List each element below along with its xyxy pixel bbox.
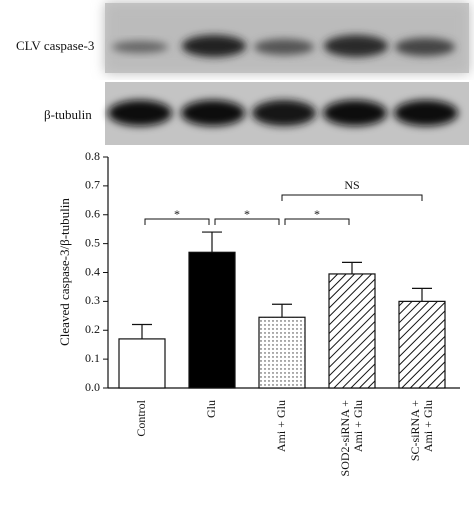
x-tick-label: Control [134, 399, 148, 436]
y-tick-label: 0.4 [85, 264, 100, 278]
significance-bracket [214, 218, 280, 225]
x-tick-label: SOD2-siRNA + [338, 400, 352, 477]
bar [188, 251, 236, 389]
y-axis-label: Cleaved caspase-3/β-tubulin [57, 198, 72, 346]
y-tick-label: 0.1 [85, 351, 100, 365]
significance-bracket [284, 218, 350, 225]
y-tick-label: 0.6 [85, 207, 100, 221]
y-tick-label: 0.7 [85, 178, 100, 192]
blot-label: CLV caspase-3 [16, 38, 94, 53]
bar [398, 300, 446, 389]
x-tick-label: Glu [204, 400, 218, 418]
x-tick-label: Ami + Glu [274, 400, 288, 452]
x-tick-label: Ami + Glu [351, 400, 365, 452]
significance-label: * [244, 207, 250, 221]
significance-bracket [144, 218, 210, 225]
bar [118, 338, 166, 389]
y-tick-label: 0.3 [85, 293, 100, 307]
significance-label: NS [344, 178, 359, 192]
significance-label: * [314, 207, 320, 221]
blot-label: β-tubulin [44, 107, 92, 122]
blot-tubulin [105, 82, 469, 145]
blot-caspase [105, 3, 469, 73]
y-tick-label: 0.8 [85, 149, 100, 163]
x-tick-label: Ami + Glu [421, 400, 435, 452]
bar [258, 316, 306, 389]
y-tick-label: 0.0 [85, 380, 100, 394]
bar [328, 273, 376, 389]
significance-label: * [174, 207, 180, 221]
y-tick-label: 0.2 [85, 322, 100, 336]
y-tick-label: 0.5 [85, 235, 100, 249]
x-tick-label: SC-siRNA + [408, 400, 422, 461]
significance-bracket [281, 194, 423, 201]
